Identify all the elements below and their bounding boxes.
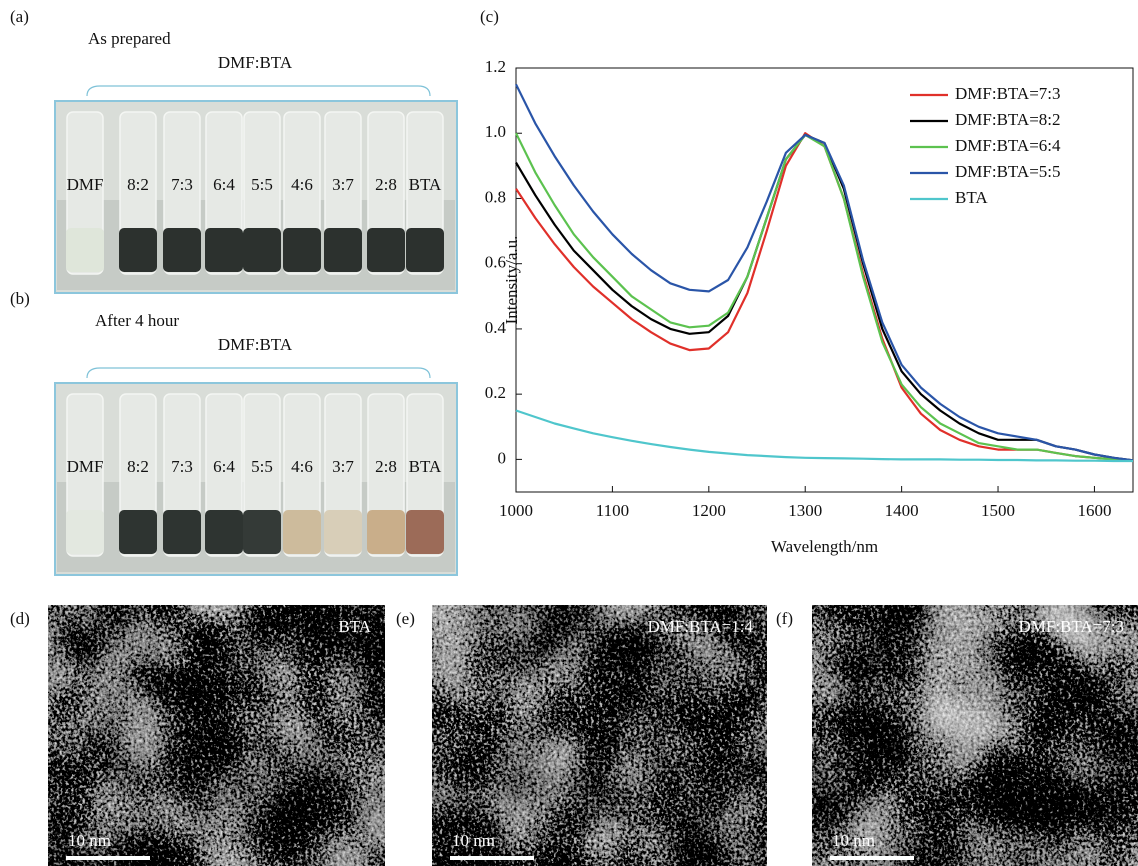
x-tick-label: 1300	[788, 501, 822, 520]
vial-liquid	[119, 228, 157, 272]
sample-label: 7:3	[171, 175, 193, 194]
scale-label: 10 nm	[68, 831, 111, 850]
vial-liquid	[243, 228, 281, 272]
tem-image	[48, 605, 385, 866]
scale-label: 10 nm	[832, 831, 875, 850]
bracket	[86, 367, 431, 379]
tem-image	[812, 605, 1138, 866]
x-tick-label: 1400	[885, 501, 919, 520]
sample-label: 3:7	[332, 175, 354, 194]
series-line	[515, 409, 1133, 463]
sample-label: 4:6	[291, 175, 313, 194]
series-line	[515, 133, 1134, 462]
series-line	[515, 132, 1134, 463]
photo-title: After 4 hour	[95, 311, 179, 330]
y-tick-label: 0.6	[485, 253, 506, 272]
tem-image	[432, 605, 767, 866]
legend-label: DMF:BTA=6:4	[955, 136, 1061, 155]
panel-label: (b)	[10, 289, 30, 308]
vial-liquid	[406, 228, 444, 272]
bracket	[86, 85, 431, 97]
series-line	[515, 83, 1134, 462]
panel-label: (f)	[776, 609, 793, 628]
x-tick-label: 1200	[692, 501, 726, 520]
vial-liquid	[324, 228, 362, 272]
x-tick-label: 1000	[499, 501, 533, 520]
sample-label: 2:8	[375, 457, 397, 476]
panel-label: (e)	[396, 609, 415, 628]
x-axis-label: Wavelength/nm	[771, 537, 878, 556]
tem-caption: DMF:BTA=1:4	[647, 617, 753, 636]
legend-label: BTA	[955, 188, 988, 207]
vial-liquid	[66, 510, 104, 554]
panel-label: (c)	[480, 7, 499, 26]
x-tick-label: 1600	[1077, 501, 1111, 520]
sample-label: DMF	[67, 457, 104, 476]
sample-label: BTA	[409, 457, 442, 476]
sample-label: 7:3	[171, 457, 193, 476]
group-label: DMF:BTA	[218, 53, 293, 72]
vial-liquid	[119, 510, 157, 554]
tem-caption: BTA	[338, 617, 371, 636]
vial-liquid	[66, 228, 104, 272]
group-label: DMF:BTA	[218, 335, 293, 354]
vial-liquid	[406, 510, 444, 554]
sample-label: 5:5	[251, 175, 273, 194]
y-axis-label: Intensity/a.u.	[502, 236, 521, 325]
plot-frame	[515, 67, 1134, 493]
x-tick-label: 1500	[981, 501, 1015, 520]
legend-label: DMF:BTA=8:2	[955, 110, 1061, 129]
vial-liquid	[163, 228, 201, 272]
series-line	[515, 132, 1134, 463]
sample-label: 4:6	[291, 457, 313, 476]
sample-label: 6:4	[213, 457, 235, 476]
sample-label: 6:4	[213, 175, 235, 194]
y-tick-label: 0.8	[485, 187, 506, 206]
sample-label: 8:2	[127, 457, 149, 476]
sample-label: BTA	[409, 175, 442, 194]
tem-caption: DMF:BTA=7:3	[1018, 617, 1124, 636]
sample-label: 3:7	[332, 457, 354, 476]
sample-label: 5:5	[251, 457, 273, 476]
vial-liquid	[205, 510, 243, 554]
x-tick-label: 1100	[596, 501, 629, 520]
vial-liquid	[283, 228, 321, 272]
vial-liquid	[283, 510, 321, 554]
vial-liquid	[324, 510, 362, 554]
legend-label: DMF:BTA=7:3	[955, 84, 1061, 103]
sample-label: 8:2	[127, 175, 149, 194]
panel-label: (d)	[10, 609, 30, 628]
panel-label: (a)	[10, 7, 29, 26]
sample-label: 2:8	[375, 175, 397, 194]
y-tick-label: 1.0	[485, 122, 506, 141]
vial-liquid	[367, 510, 405, 554]
y-tick-label: 0.4	[485, 318, 507, 337]
vial-liquid	[243, 510, 281, 554]
vial-liquid	[205, 228, 243, 272]
scale-label: 10 nm	[452, 831, 495, 850]
y-tick-label: 1.2	[485, 57, 506, 76]
y-tick-label: 0.2	[485, 383, 506, 402]
y-tick-label: 0	[498, 448, 507, 467]
photo-title: As prepared	[88, 29, 171, 48]
legend-label: DMF:BTA=5:5	[955, 162, 1061, 181]
vial-liquid	[367, 228, 405, 272]
sample-label: DMF	[67, 175, 104, 194]
vial-liquid	[163, 510, 201, 554]
